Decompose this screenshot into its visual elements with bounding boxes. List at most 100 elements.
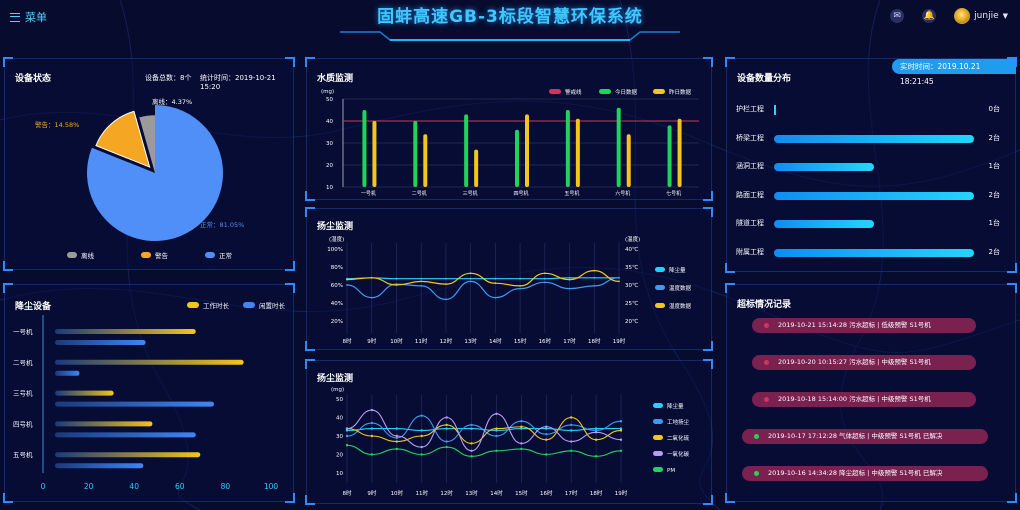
dust-monitor-line-chart-2: (mg) 10 20 30 40 50 8时 9时 10时 11时 12时 13时 14时 15时 16时 1…	[331, 387, 690, 497]
data-point	[370, 453, 374, 456]
legend-label: 降尘量	[667, 402, 684, 410]
data-point	[545, 427, 548, 430]
distribution-label: 涵洞工程	[736, 162, 764, 170]
data-point	[519, 277, 521, 280]
chevron-down-icon: ▼	[1002, 12, 1008, 20]
y-tick-label: 20	[336, 453, 343, 459]
data-point	[345, 427, 349, 430]
distribution-row: 桥梁工程 2台	[736, 132, 1006, 146]
x-tick-label: 四号机	[513, 190, 528, 197]
status-dot-icon	[764, 360, 769, 365]
y-tick-label-left: 60%	[331, 283, 343, 289]
bar-today	[413, 121, 418, 187]
x-tick-label: 17时	[565, 489, 578, 497]
data-point	[395, 447, 399, 451]
panel-title: 降尘设备	[15, 302, 52, 312]
alarm-record[interactable]: 2019-10-18 15:14:00 污水超标 | 中级预警 S1号机	[752, 392, 976, 407]
page-title: 固蚌高速GB-3标段智慧环保系统	[377, 7, 643, 27]
username: junjie	[974, 11, 999, 21]
data-point	[545, 438, 548, 441]
data-point	[520, 420, 523, 423]
alarm-record[interactable]: 2019-10-16 14:34:28 降尘超标 | 中级预警 S1号机 已解决	[742, 466, 988, 481]
legend-label: PM	[667, 468, 675, 474]
data-point	[370, 276, 373, 279]
bar-yesterday	[525, 114, 529, 187]
data-point	[470, 449, 473, 452]
legend-swatch	[653, 467, 663, 472]
data-point	[619, 449, 623, 452]
data-point	[345, 444, 349, 447]
menu-button[interactable]: 菜单	[10, 9, 47, 25]
data-point	[445, 427, 448, 430]
panel-title: 水质监测	[317, 74, 354, 84]
data-point	[370, 296, 373, 299]
device-count: 设备总数：8个	[145, 74, 192, 82]
bar-work	[55, 452, 201, 458]
bar-today	[565, 110, 570, 187]
data-point	[395, 277, 398, 280]
x-tick-label: 10时	[390, 337, 403, 345]
panel-title: 设备状态	[15, 74, 52, 84]
series-line-2	[346, 277, 620, 301]
pie-slice-1	[86, 105, 223, 242]
distribution-label: 附属工程	[736, 247, 764, 256]
bar-idle	[55, 432, 196, 438]
data-point	[370, 421, 374, 425]
y-tick-label: 30	[336, 434, 343, 440]
data-point	[594, 438, 598, 441]
distribution-label: 桥梁工程	[736, 133, 764, 142]
series-line-5	[346, 444, 622, 457]
data-point	[619, 420, 623, 423]
bar-today	[464, 114, 469, 187]
x-tick-label: 9时	[367, 337, 376, 345]
series-line-3	[346, 269, 620, 287]
x-tick-label: 10时	[391, 489, 404, 497]
dust-monitor-panel-1: 扬尘监测 (湿度) (温度) 20% 20℃ 40% 25℃ 60% 30℃ 80% 35℃ 100…	[305, 207, 713, 351]
data-point	[619, 429, 623, 432]
legend-label: 工地扬尘	[667, 418, 690, 426]
pie-label: 警告：14.58%	[35, 120, 79, 129]
mail-icon[interactable]: ✉	[890, 9, 905, 23]
alarm-record[interactable]: 2019-10-21 15:14:28 污水超标 | 低级预警 S1号机	[752, 318, 976, 333]
data-point	[568, 278, 571, 281]
x-tick-label: 二号机	[412, 190, 427, 197]
distribution-row: 涵洞工程 1台	[736, 160, 1006, 174]
bar-work	[55, 359, 244, 365]
bar-idle	[55, 401, 214, 407]
legend-swatch	[653, 89, 665, 94]
status-dot-icon	[754, 434, 759, 439]
data-point	[569, 449, 573, 452]
alarm-record[interactable]: 2019-10-20 10:15:27 污水超标 | 中级预警 S1号机	[752, 355, 976, 370]
distribution-bar	[774, 191, 974, 200]
panel-title: 设备数量分布	[737, 74, 792, 84]
alarm-record[interactable]: 2019-10-17 17:12:28 气体超标 | 中级预警 S1号机 已解决	[742, 429, 988, 444]
data-point	[494, 296, 497, 299]
data-point	[545, 432, 548, 436]
user-menu[interactable]: junjie ▼	[954, 8, 1008, 24]
y-tick-label: 50	[326, 97, 333, 103]
x-tick-label: 13时	[464, 337, 477, 345]
distribution-label: 隧道工程	[736, 219, 764, 227]
series-line-1	[346, 428, 621, 432]
data-point	[395, 436, 399, 440]
data-point	[420, 280, 423, 283]
data-point	[593, 269, 596, 272]
legend-swatch	[655, 303, 665, 308]
x-tick-label: 五号机	[564, 190, 579, 197]
legend-swatch	[67, 252, 77, 258]
bar-idle	[55, 340, 146, 345]
data-point	[594, 429, 598, 432]
legend-swatch	[653, 435, 663, 440]
bar-work	[55, 329, 196, 334]
data-point	[469, 272, 472, 275]
bell-icon[interactable]: 🔔	[922, 9, 937, 23]
data-point	[593, 285, 596, 287]
data-point	[495, 427, 498, 430]
x-tick-label: 一号机	[361, 190, 376, 197]
x-tick-label: 12时	[440, 489, 453, 497]
bar-idle	[55, 370, 80, 376]
x-tick-label: 8时	[343, 489, 352, 497]
legend-label: 正常	[219, 251, 232, 260]
data-point	[420, 429, 423, 432]
data-point	[445, 440, 448, 443]
